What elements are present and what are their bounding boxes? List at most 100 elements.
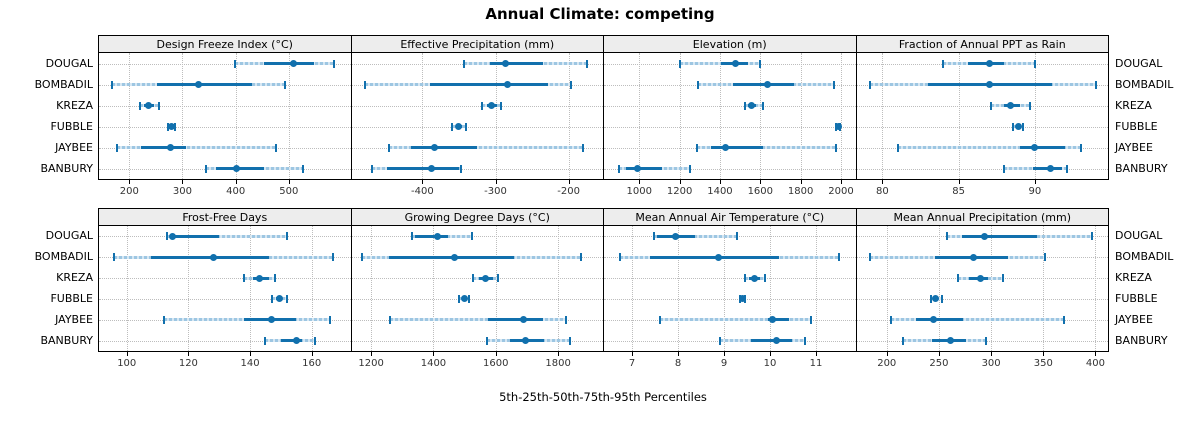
row-gridline [351,236,603,238]
vertical-gridline [886,226,888,351]
axis-tick-label: 8 [674,358,682,369]
percentile-box-25-75 [280,339,303,343]
row-gridline [99,298,351,300]
axis-tick-label: 300 [172,186,193,197]
percentile-band-5-95 [890,318,1065,322]
whisker-cap-5th [652,232,655,241]
axis-tick-label: 500 [279,186,299,197]
category-label-left-jaybee: JAYBEE [55,312,93,326]
vertical-gridline [882,53,884,179]
percentile-box-25-75 [141,146,187,149]
axis-tick [558,352,560,356]
whisker-cap-95th [1065,164,1068,173]
whisker-cap-95th [286,232,288,241]
whisker-cap-95th [1029,101,1032,110]
median-dot [481,274,489,282]
vertical-gridline [433,226,435,351]
vertical-gridline [760,53,762,179]
whisker-cap-5th [116,143,119,152]
row-gridline [856,168,1108,170]
panel-design-freeze-index-c [98,53,352,180]
axis-tick-label: 140 [240,358,260,369]
row-gridline [99,126,351,128]
whisker-cap-5th [678,59,681,68]
axis-tick [632,352,634,356]
percentile-box-25-75 [429,83,549,86]
vertical-gridline [1043,226,1045,351]
category-label-right-jaybee: JAYBEE [1115,312,1153,326]
median-dot [985,81,993,88]
panel-strip-fraction-of-annual-ppt-as-rain: Fraction of Annual PPT as Rain [855,35,1109,53]
whisker-cap-5th [463,59,466,68]
chart-title: Annual Climate: competing [485,5,715,23]
whisker-cap-5th [618,164,621,173]
whisker-cap-95th [460,164,463,173]
axis-tick [1043,352,1045,356]
whisker-cap-5th [410,232,413,241]
percentile-band-5-95 [696,146,836,149]
median-dot [1031,144,1039,151]
axis-tick-label: 10 [763,358,777,369]
vertical-gridline [800,53,802,179]
whisker-cap-95th [582,143,585,152]
axis-tick [371,352,373,356]
whisker-cap-5th [363,80,366,89]
category-label-left-bombadil: BOMBADIL [34,250,93,264]
panel-title: Effective Precipitation (mm) [400,37,555,51]
median-dot [1006,102,1014,109]
median-dot [501,60,509,67]
whisker-cap-95th [564,315,567,324]
whisker-cap-95th [301,164,304,173]
category-label-right-banbury: BANBURY [1115,161,1168,175]
axis-tick-label: 9 [720,358,728,369]
whisker-cap-5th [902,336,905,345]
category-label-right-kreza: KREZA [1115,98,1152,112]
panel-title: Mean Annual Precipitation (mm) [893,210,1071,224]
row-gridline [604,126,856,128]
row-gridline [351,168,603,170]
vertical-gridline [719,53,721,179]
whisker-cap-95th [810,315,813,324]
percentile-box-25-75 [649,255,780,259]
percentile-box-25-75 [215,167,264,170]
vertical-gridline [182,53,184,179]
whisker-cap-5th [264,336,267,345]
axis-tick [1034,180,1036,184]
panel-strip-elevation-m: Elevation (m) [603,35,857,53]
whisker-cap-95th [580,253,583,262]
panel-mean-annual-air-temperature-c [603,226,857,352]
panel-strip-frost-free-days: Frost-Free Days [98,208,352,226]
x-axis-caption: 5th-25th-50th-75th-95th Percentiles [499,390,707,404]
whisker-cap-95th [333,59,336,68]
axis-tick [958,180,960,184]
panel-mean-annual-precipitation-mm [855,226,1109,352]
whisker-cap-95th [275,143,278,152]
axis-tick-label: 80 [876,186,889,197]
category-label-left-jaybee: JAYBEE [55,140,93,154]
percentile-box-25-75 [414,234,449,238]
axis-tick [182,180,184,184]
whisker-cap-95th [838,253,841,262]
vertical-gridline [558,226,560,351]
category-label-left-kreza: KREZA [56,98,93,112]
category-label-right-banbury: BANBURY [1115,333,1168,347]
axis-tick-label: 1800 [545,358,571,369]
median-dot [750,274,758,282]
whisker-cap-5th [486,336,489,345]
whisker-cap-5th [389,315,392,324]
vertical-gridline [129,53,131,179]
axis-tick [129,180,131,184]
whisker-cap-95th [1033,59,1036,68]
percentile-box-25-75 [961,234,1038,238]
whisker-cap-95th [763,274,766,283]
row-gridline [351,340,603,342]
row-gridline [99,278,351,280]
panel-title: Frost-Free Days [182,210,268,224]
axis-tick [815,352,817,356]
whisker-cap-5th [166,122,169,131]
axis-tick [724,352,725,356]
vertical-gridline [250,226,252,351]
whisker-cap-95th [467,294,470,303]
median-dot [289,60,297,67]
axis-tick [678,352,680,356]
